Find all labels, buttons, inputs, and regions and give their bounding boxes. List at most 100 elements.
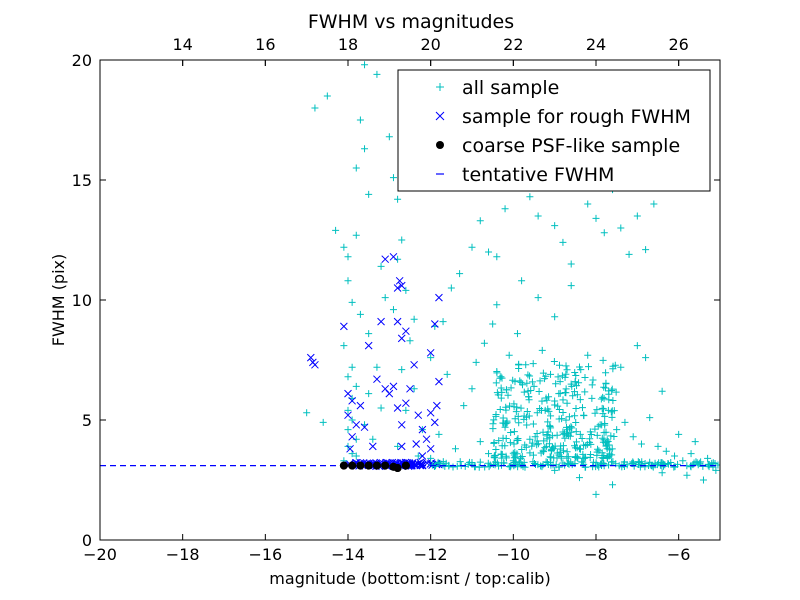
data-point <box>646 414 654 422</box>
data-point <box>510 451 518 459</box>
data-point <box>564 453 572 461</box>
data-point <box>557 453 565 461</box>
data-point <box>394 255 402 263</box>
data-point <box>372 461 381 470</box>
data-point <box>373 70 381 78</box>
data-point <box>664 460 672 468</box>
data-point <box>410 315 418 323</box>
data-point <box>600 405 608 413</box>
data-point <box>714 461 720 469</box>
data-point <box>352 231 360 239</box>
y-axis-label: FWHM (pix) <box>49 254 68 347</box>
data-point <box>501 423 509 431</box>
data-point <box>352 435 360 443</box>
data-point <box>552 380 560 388</box>
data-point <box>498 374 506 382</box>
data-point <box>533 429 541 437</box>
data-point <box>397 442 406 451</box>
data-point <box>377 404 385 412</box>
data-point <box>506 439 514 447</box>
data-point <box>595 447 603 455</box>
data-point <box>565 413 573 421</box>
y-axis: 0 5 10 15 20 <box>72 51 720 550</box>
data-point <box>695 459 703 467</box>
legend-marker <box>436 141 444 149</box>
data-point <box>485 450 493 458</box>
data-point <box>593 448 601 456</box>
data-point <box>460 402 468 410</box>
data-point <box>612 388 620 396</box>
data-point <box>671 452 679 460</box>
data-point <box>323 92 331 100</box>
data-point <box>491 454 499 462</box>
data-point <box>426 348 435 357</box>
data-point <box>549 461 557 469</box>
data-point <box>607 408 615 416</box>
data-point <box>539 369 547 377</box>
data-point <box>523 421 531 429</box>
data-point <box>461 462 469 470</box>
data-point <box>575 474 583 482</box>
data-point <box>581 463 589 471</box>
data-point <box>510 400 518 408</box>
data-point <box>356 310 364 318</box>
data-point <box>604 406 612 414</box>
y-tick-label: 0 <box>82 531 92 550</box>
data-point <box>426 408 435 417</box>
data-point <box>410 385 418 393</box>
data-point <box>344 406 352 414</box>
legend-item: tentative FWHM <box>436 164 614 186</box>
legend: all sample sample for rough FWHM coarse PS… <box>397 69 711 192</box>
data-point <box>311 360 319 369</box>
data-point <box>704 454 712 462</box>
data-point <box>547 454 555 462</box>
data-point <box>581 373 589 381</box>
data-point <box>592 490 600 498</box>
top-tick-label: 26 <box>668 35 688 54</box>
data-point <box>586 428 594 436</box>
data-point <box>534 461 542 469</box>
x-tick-label: −8 <box>584 545 608 564</box>
data-point <box>348 461 357 470</box>
data-point <box>613 426 621 434</box>
data-point <box>406 384 414 393</box>
data-point <box>443 370 451 378</box>
data-point <box>533 441 541 449</box>
data-point <box>340 342 348 350</box>
data-point <box>629 458 637 466</box>
legend-marker <box>435 111 445 121</box>
data-point <box>528 442 536 450</box>
data-point <box>551 313 559 321</box>
data-point <box>543 459 551 467</box>
data-point <box>538 397 546 405</box>
data-point <box>584 351 592 359</box>
data-point <box>618 463 626 471</box>
data-point <box>517 454 525 462</box>
data-point <box>588 381 596 389</box>
data-point <box>529 420 537 428</box>
data-point <box>514 434 522 442</box>
data-point <box>598 404 606 412</box>
data-point <box>555 406 563 414</box>
data-point <box>344 411 352 420</box>
data-point <box>542 442 550 450</box>
data-point <box>670 463 678 471</box>
data-point <box>551 401 559 409</box>
data-point <box>435 293 443 302</box>
data-point <box>610 432 618 440</box>
data-point <box>564 460 572 468</box>
data-point <box>534 294 542 302</box>
data-point <box>605 452 613 460</box>
data-point <box>609 458 617 466</box>
x-axis-label: magnitude (bottom:isnt / top:calib) <box>269 569 550 588</box>
data-point <box>427 354 435 362</box>
data-point <box>511 461 519 469</box>
data-point <box>526 372 534 380</box>
data-point <box>524 387 532 395</box>
legend-label: sample for rough FWHM <box>462 106 691 128</box>
data-point <box>591 425 599 433</box>
data-point <box>562 362 570 370</box>
x-tick-label: −16 <box>248 545 282 564</box>
data-point <box>567 428 575 436</box>
data-point <box>339 461 348 470</box>
